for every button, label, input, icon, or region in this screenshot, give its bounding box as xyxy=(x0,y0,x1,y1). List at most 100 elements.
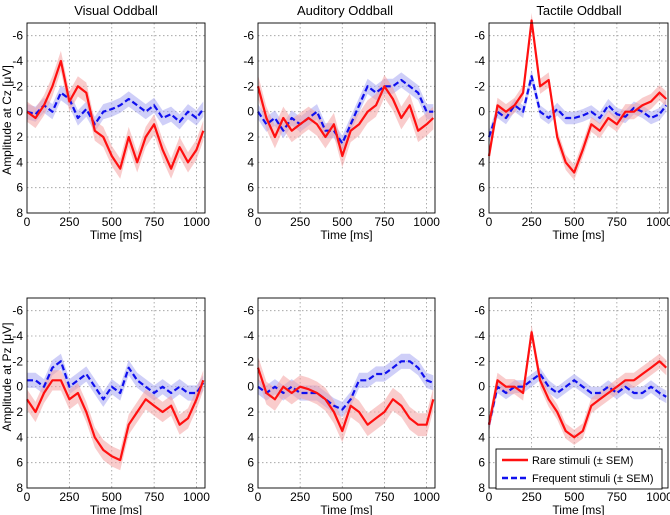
xtick-label: 0 xyxy=(486,490,493,504)
xtick-label: 1000 xyxy=(646,215,670,229)
axes-frame xyxy=(257,22,436,214)
ytick-label: 8 xyxy=(16,481,23,495)
xtick-label: 250 xyxy=(290,215,310,229)
rare-series-line xyxy=(256,367,435,433)
ytick-label: 4 xyxy=(16,155,23,169)
rare-sem-band xyxy=(27,370,204,471)
ylabel-cz: Amplitude at Cz [μV] xyxy=(0,65,14,175)
ytick-label: 2 xyxy=(478,405,485,419)
axes-frame xyxy=(26,297,206,489)
rare-series-line xyxy=(256,85,435,158)
column-title-visual: Visual Oddball xyxy=(74,3,158,18)
ytick-label: -2 xyxy=(12,79,23,93)
xtick-label: 1000 xyxy=(646,490,670,504)
ytick-label: 6 xyxy=(247,456,254,470)
xlabel: Time [ms] xyxy=(552,228,604,242)
xtick-label: 500 xyxy=(102,490,122,504)
xtick-label: 250 xyxy=(290,490,310,504)
xlabel: Time [ms] xyxy=(320,228,372,242)
ytick-label: 0 xyxy=(478,105,485,119)
ytick-label: 0 xyxy=(247,105,254,119)
xtick-label: 750 xyxy=(607,490,627,504)
ytick-label: 0 xyxy=(16,105,23,119)
ytick-label: 6 xyxy=(16,181,23,195)
ytick-label: 2 xyxy=(478,130,485,144)
ytick-label: -2 xyxy=(243,79,254,93)
ytick-label: -6 xyxy=(12,29,23,43)
ylabel-pz: Amplitude at Pz [μV] xyxy=(0,323,14,432)
ytick-label: -2 xyxy=(474,79,485,93)
rare-series-line xyxy=(26,379,205,462)
ytick-label: 2 xyxy=(247,405,254,419)
axes-frame xyxy=(488,22,669,214)
ytick-label: -2 xyxy=(12,354,23,368)
legend-rare-label: Rare stimuli (± SEM) xyxy=(532,455,633,467)
xtick-label: 500 xyxy=(332,215,352,229)
xtick-label: 750 xyxy=(144,490,164,504)
xtick-label: 1000 xyxy=(413,215,440,229)
ytick-label: -4 xyxy=(243,329,254,343)
ytick-label: -4 xyxy=(12,329,23,343)
legend-box xyxy=(495,448,663,490)
xtick-label: 0 xyxy=(486,215,493,229)
xtick-label: 0 xyxy=(255,490,262,504)
frequent-series-line xyxy=(26,91,205,126)
axes-frame xyxy=(26,22,206,214)
xtick-label: 250 xyxy=(59,215,79,229)
axes-frame xyxy=(257,297,436,489)
xtick-label: 500 xyxy=(564,490,584,504)
ytick-label: -6 xyxy=(12,304,23,318)
xtick-label: 500 xyxy=(332,490,352,504)
ytick-label: 2 xyxy=(16,130,23,144)
ytick-label: 4 xyxy=(247,155,254,169)
frequent-series-line xyxy=(27,360,205,401)
ytick-label: -4 xyxy=(474,54,485,68)
ytick-label: -6 xyxy=(474,29,485,43)
ytick-label: 6 xyxy=(247,181,254,195)
xtick-label: 250 xyxy=(522,490,542,504)
xtick-label: 1000 xyxy=(183,490,210,504)
ytick-label: -2 xyxy=(243,354,254,368)
ytick-label: 8 xyxy=(247,481,254,495)
ytick-label: 4 xyxy=(478,430,485,444)
xtick-label: 0 xyxy=(24,490,31,504)
xtick-label: 500 xyxy=(102,215,122,229)
ytick-label: 8 xyxy=(478,206,485,220)
ytick-label: -4 xyxy=(12,54,23,68)
xtick-label: 1000 xyxy=(413,490,440,504)
ytick-label: 8 xyxy=(478,481,485,495)
ytick-label: 4 xyxy=(247,430,254,444)
legend: Rare stimuli (± SEM) Frequent stimuli (±… xyxy=(495,448,663,490)
ytick-label: 4 xyxy=(478,155,485,169)
xtick-label: 750 xyxy=(607,215,627,229)
ytick-label: -2 xyxy=(474,354,485,368)
ytick-label: 8 xyxy=(16,206,23,220)
frequent-series-line xyxy=(487,372,667,425)
ytick-label: 2 xyxy=(16,405,23,419)
rare-series-line xyxy=(26,59,205,170)
rare-series-line xyxy=(487,19,668,174)
ytick-label: -4 xyxy=(243,54,254,68)
xtick-label: 1000 xyxy=(183,215,210,229)
ytick-label: 4 xyxy=(16,430,23,444)
column-title-tactile: Tactile Oddball xyxy=(536,3,621,18)
ytick-label: 2 xyxy=(247,130,254,144)
ytick-label: 8 xyxy=(247,206,254,220)
xtick-label: 750 xyxy=(374,215,394,229)
rare-sem-band xyxy=(27,50,204,179)
ytick-label: 0 xyxy=(247,380,254,394)
ytick-label: -6 xyxy=(243,29,254,43)
rare-series-line xyxy=(487,331,668,439)
xtick-label: 0 xyxy=(24,215,31,229)
xtick-label: 500 xyxy=(564,215,584,229)
ytick-label: 0 xyxy=(478,380,485,394)
xlabel: Time [ms] xyxy=(90,503,142,515)
xlabel: Time [ms] xyxy=(90,228,142,242)
legend-frequent-label: Frequent stimuli (± SEM) xyxy=(532,473,654,485)
